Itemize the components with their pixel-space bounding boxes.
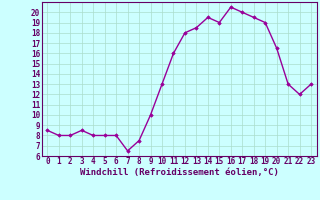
X-axis label: Windchill (Refroidissement éolien,°C): Windchill (Refroidissement éolien,°C)	[80, 168, 279, 177]
